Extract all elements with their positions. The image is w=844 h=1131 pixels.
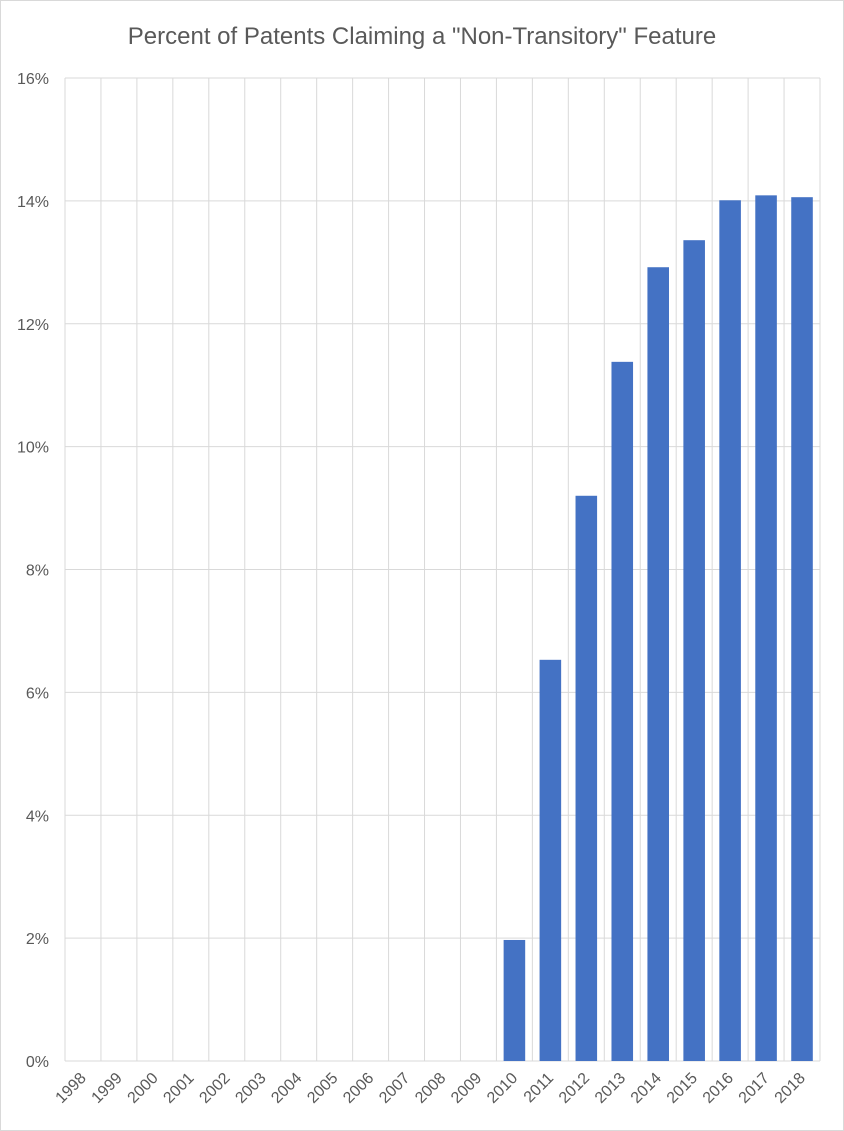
x-tick-label: 2005 — [304, 1070, 341, 1107]
y-tick-label: 6% — [26, 685, 49, 702]
x-tick-label: 2011 — [521, 1070, 557, 1106]
bar-2018 — [791, 197, 813, 1061]
x-tick-label: 2013 — [592, 1070, 629, 1107]
bar-2015 — [683, 240, 705, 1061]
bar-2010 — [504, 940, 526, 1061]
y-tick-label: 16% — [17, 71, 49, 88]
x-tick-label: 2012 — [556, 1070, 593, 1107]
x-tick-label: 2014 — [628, 1070, 665, 1107]
x-tick-label: 2010 — [484, 1070, 521, 1107]
y-tick-label: 4% — [26, 808, 49, 825]
bar-2012 — [576, 496, 598, 1061]
x-tick-label: 2018 — [772, 1070, 809, 1107]
bar-2014 — [647, 267, 669, 1061]
x-tick-label: 2003 — [232, 1070, 269, 1107]
x-tick-label: 2001 — [160, 1070, 197, 1107]
x-tick-label: 2004 — [268, 1070, 305, 1107]
bars — [504, 195, 813, 1061]
x-tick-label: 2016 — [700, 1070, 737, 1107]
chart-title: Percent of Patents Claiming a "Non-Trans… — [128, 23, 716, 50]
y-axis-tick-labels: 0% 2% 4% 6% 8% 10% 12% 14% 16% — [17, 71, 49, 1071]
y-tick-label: 12% — [17, 317, 49, 334]
x-tick-label: 1998 — [53, 1070, 90, 1107]
x-tick-label: 1999 — [89, 1070, 126, 1107]
y-tick-label: 14% — [17, 194, 49, 211]
x-tick-label: 2015 — [664, 1070, 701, 1107]
x-tick-label: 2006 — [340, 1070, 377, 1107]
x-tick-label: 2017 — [736, 1070, 773, 1107]
bar-2016 — [719, 200, 741, 1061]
x-tick-label: 2000 — [125, 1070, 162, 1107]
gridlines — [65, 78, 820, 1061]
x-axis-tick-labels: 1998199920002001200220032004200520062007… — [53, 1070, 809, 1107]
y-tick-label: 10% — [17, 440, 49, 457]
x-tick-label: 2002 — [196, 1070, 233, 1107]
y-tick-label: 2% — [26, 931, 49, 948]
x-tick-label: 2008 — [412, 1070, 449, 1107]
bar-2013 — [611, 362, 633, 1061]
bar-2011 — [540, 660, 562, 1061]
x-tick-label: 2007 — [376, 1070, 413, 1107]
y-tick-label: 8% — [26, 563, 49, 580]
x-tick-label: 2009 — [448, 1070, 485, 1107]
bar-2017 — [755, 195, 777, 1061]
y-tick-label: 0% — [26, 1054, 49, 1071]
